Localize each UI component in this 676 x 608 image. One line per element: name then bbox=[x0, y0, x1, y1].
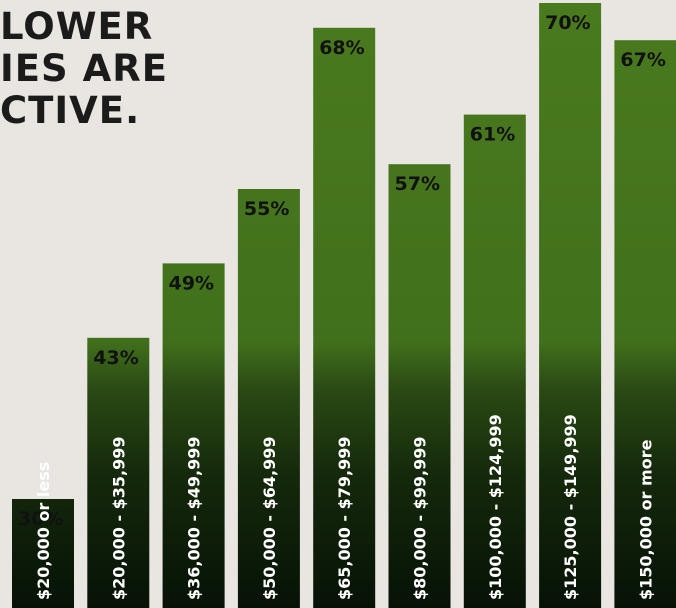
value-label-8: 70% bbox=[545, 12, 590, 34]
category-label-9: $150,000 or more bbox=[636, 439, 655, 600]
value-label-1: 30% bbox=[18, 508, 63, 530]
value-label-3: 49% bbox=[169, 272, 214, 294]
category-label-8: $125,000 - $149,999 bbox=[561, 414, 580, 600]
value-label-7: 61% bbox=[470, 124, 515, 146]
headline: LOWER IES ARE CTIVE. bbox=[0, 6, 168, 132]
bar-4 bbox=[237, 189, 300, 608]
category-label-4: $50,000 - $64,999 bbox=[260, 436, 279, 600]
category-label-1: $20,000 or less bbox=[34, 462, 53, 600]
bar-6 bbox=[388, 164, 451, 608]
category-label-6: $80,000 - $99,999 bbox=[411, 436, 430, 600]
value-label-9: 67% bbox=[620, 49, 665, 71]
bar-5 bbox=[313, 27, 376, 608]
bar-8 bbox=[539, 3, 602, 608]
value-label-6: 57% bbox=[395, 173, 440, 195]
category-label-3: $36,000 - $49,999 bbox=[185, 436, 204, 600]
category-label-7: $100,000 - $124,999 bbox=[486, 414, 505, 600]
headline-line-1: LOWER bbox=[0, 5, 154, 48]
bar-2 bbox=[87, 337, 150, 608]
category-label-2: $20,000 - $35,999 bbox=[109, 436, 128, 600]
headline-line-3: CTIVE. bbox=[0, 89, 141, 132]
value-label-2: 43% bbox=[93, 347, 138, 369]
value-label-5: 68% bbox=[319, 37, 364, 59]
bar-7 bbox=[463, 114, 526, 608]
bars-group: 30%$20,000 or less 43% $20,000 - $35,999 49… bbox=[12, 3, 676, 608]
headline-line-2: IES ARE bbox=[0, 47, 168, 90]
category-label-5: $65,000 - $79,999 bbox=[335, 436, 354, 600]
bar-1 bbox=[12, 499, 74, 608]
value-label-4: 55% bbox=[244, 198, 289, 220]
bar-3 bbox=[162, 263, 225, 608]
bar-9 bbox=[614, 40, 676, 608]
